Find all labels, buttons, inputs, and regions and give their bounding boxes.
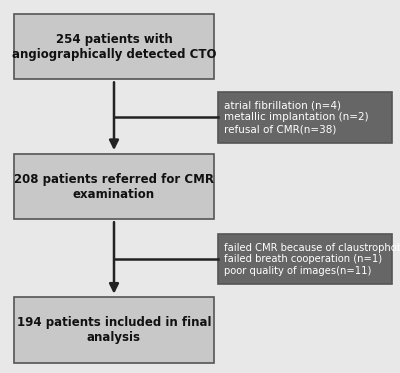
Text: 208 patients referred for CMR
examination: 208 patients referred for CMR examinatio… <box>14 172 214 201</box>
FancyBboxPatch shape <box>14 298 214 363</box>
Text: failed CMR because of claustrophobia (n=2)
failed breath cooperation (n=1)
poor : failed CMR because of claustrophobia (n=… <box>224 242 400 276</box>
Text: atrial fibrillation (n=4)
metallic implantation (n=2)
refusal of CMR(n=38): atrial fibrillation (n=4) metallic impla… <box>224 101 369 134</box>
Text: 254 patients with
angiographically detected CTO: 254 patients with angiographically detec… <box>12 32 216 61</box>
FancyBboxPatch shape <box>14 154 214 219</box>
Text: 194 patients included in final
analysis: 194 patients included in final analysis <box>17 316 211 344</box>
FancyBboxPatch shape <box>218 234 392 284</box>
FancyBboxPatch shape <box>218 92 392 142</box>
FancyBboxPatch shape <box>14 14 214 79</box>
